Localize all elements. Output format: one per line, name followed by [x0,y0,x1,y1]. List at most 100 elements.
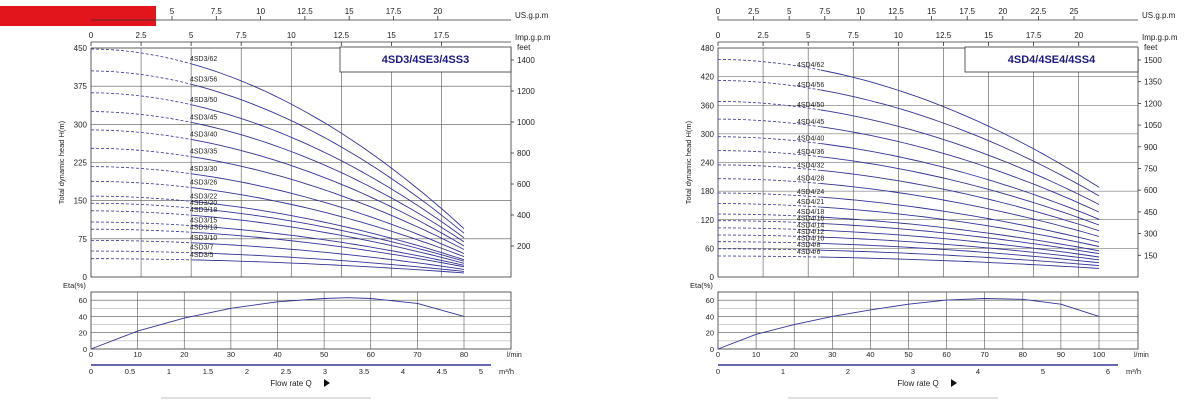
chart1-curve-dashed [90,129,192,140]
chart1-series-label: 4SD3/13 [190,224,217,231]
chart2-curve [820,143,1100,220]
chart2-impgpm-tick-label: 15 [984,31,993,40]
chart1-curve [191,252,465,272]
chart1-curve-dashed [90,92,192,106]
chart1-eta-tick-label: 20 [79,329,87,338]
chart2-series-label: 4SD4/56 [797,82,824,89]
chart1-usgpm-tick-label: 12.5 [297,7,313,16]
chart2-series-label: 4SD4/50 [797,102,824,109]
chart2-curve [820,89,1100,197]
chart2-feet-tick-label: 1200 [1144,99,1162,108]
chart1-curve [191,173,465,255]
chart2-series-label: 4SD4/24 [797,189,824,196]
chart1-series-label: 4SD3/22 [190,193,217,200]
chart2-curve [820,242,1100,264]
chart2-series-label: 4SD4/62 [797,62,824,69]
chart1-usgpm-tick-label: 15 [345,7,354,16]
chart2-usgpm-tick-label: 7.5 [819,7,831,16]
chart1-series-label: 4SD3/50 [190,97,217,104]
chart1-curve [191,242,465,270]
chart1-eta-tick-label: 0 [83,345,87,354]
chart2-usgpm-tick-label: 2.5 [748,7,760,16]
chart1-lmin-tick-label: 80 [460,350,468,359]
chart1-curve [191,231,465,268]
chart2-series-label: 4SD4/16 [797,215,824,222]
chart2-eta-tick-label: 0 [710,345,714,354]
chart1-curve-dashed [90,111,192,123]
chart2-impgpm-tick-label: 2.5 [758,31,770,40]
chart2-feet-tick-label: 900 [1144,143,1158,152]
chart1-series-label: 4SD3/30 [190,166,217,173]
chart2-head-tick-label: 60 [705,244,714,253]
chart1-series-label: 4SD3/20 [190,200,217,207]
chart1-title: 4SD3/4SE3/4SS3 [382,54,469,66]
chart1-curve-dashed [91,228,192,233]
chart1-series-label: 4SD3/18 [190,207,217,214]
chart2-curve-dashed [718,220,821,224]
chart1-series-label: 4SD3/5 [190,252,213,259]
chart2-series-label: 4SD4/10 [797,235,824,242]
chart1-series-label: 4SD3/10 [190,235,217,242]
chart2-head-tick-label: 0 [710,273,715,282]
chart1-curve [191,156,465,250]
chart2-head-tick-label: 300 [701,130,715,139]
chart2-curve-dashed [717,164,821,171]
chart2-series-label: 4SD4/45 [797,119,824,126]
chart2-m3h-tick-label: 6 [1106,367,1110,376]
chart2-lmin-tick-label: 10 [752,350,760,359]
chart1-m3h-tick-label: 3 [323,367,327,376]
chart1-lmin-tick-label: 30 [227,350,235,359]
chart1-head-tick-label: 150 [74,197,88,206]
chart1-series-label: 4SD3/15 [190,218,217,225]
chart2-lmin-tick-label: 50 [904,350,912,359]
chart2-series-label: 4SD4/32 [797,162,824,169]
chart2-ylabel: Total dynamic head H(m) [684,120,693,204]
chart2-curve-dashed [717,80,821,91]
chart1-impgpm-unit: Imp.g.p.m [515,33,551,42]
chart2-curve [820,256,1100,269]
chart1-feet-tick-label: 200 [517,242,531,251]
chart2-impgpm-tick-label: 5 [806,31,811,40]
chart2-curve [820,229,1100,258]
chart2-flow-arrow-icon [951,379,957,387]
chart1-curve [191,207,465,262]
chart2-m3h-tick-label: 3 [911,367,915,376]
chart2-series-label: 4SD4/14 [797,222,824,229]
chart1-flow-arrow-icon [324,379,330,387]
chart2-impgpm-tick-label: 20 [1074,31,1083,40]
chart2-curve-dashed [717,203,821,208]
chart1-m3h-tick-label: 3.5 [359,367,369,376]
chart2-lmin-tick-label: 70 [981,350,989,359]
chart1-usgpm-tick-label: 20 [433,7,442,16]
chart2-head-tick-label: 240 [701,159,715,168]
chart1-curve-dashed [90,210,192,216]
chart2-usgpm-tick-label: 25 [1070,7,1079,16]
chart1-head-tick-label: 375 [74,82,88,91]
chart1-eta-tick-label: 40 [79,312,87,321]
chart1-m3h-tick-label: 2.5 [281,367,291,376]
chart2-feet-tick-label: 150 [1144,251,1158,260]
chart1-efficiency-curve [90,297,465,350]
chart1-m3h-tick-label: 2 [245,367,249,376]
chart1-feet-tick-label: 1400 [517,56,535,65]
chart2-feet-tick-label: 450 [1144,208,1158,217]
chart2-title-box [964,46,1139,73]
chart1-impgpm-tick-label: 15 [387,31,396,40]
chart1-curve-dashed [90,250,192,254]
chart1-impgpm-tick-label: 2.5 [136,31,148,40]
chart2-series-label: 4SD4/21 [797,199,824,206]
chart2-impgpm-tick-label: 0 [716,31,721,40]
chart2-curve-dashed [717,213,821,218]
chart2-curve-dashed [718,227,821,231]
chart2-series-label: 4SD4/36 [797,149,824,156]
chart2-curve-dashed [717,101,821,111]
chart1-lmin-tick-label: 10 [133,350,141,359]
chart2-usgpm-tick-label: 12.5 [888,7,904,16]
chart1-lmin-tick-label: 20 [180,350,188,359]
chart1-curve [191,187,465,258]
chart2-eta-tick-label: 40 [706,312,714,321]
chart2-head-tick-label: 480 [701,44,715,53]
chart1-impgpm-tick-label: 0 [89,31,94,40]
chart1-m3h-tick-label: 1.5 [203,367,213,376]
chart2-curve-dashed [718,255,821,258]
